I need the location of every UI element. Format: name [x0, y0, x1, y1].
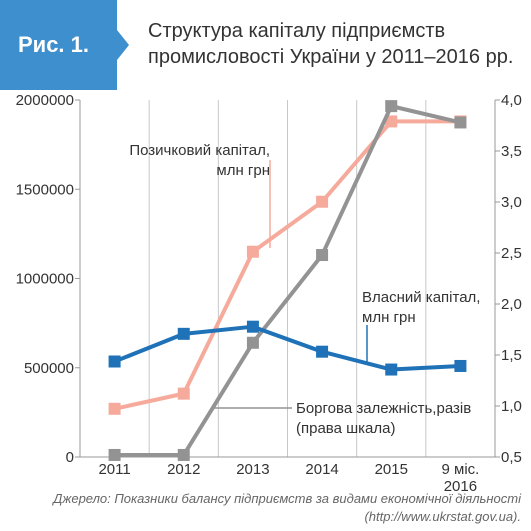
x-axis-category-label: 2011 — [98, 461, 130, 478]
borrowed-data-point — [385, 115, 398, 128]
x-axis-category-label: 2016 — [444, 478, 477, 495]
right-axis-tick-label: 2,5 — [501, 245, 522, 262]
equity-data-point — [454, 359, 467, 372]
right-axis-tick-label: 3,5 — [501, 143, 522, 160]
left-axis-tick-label: 1000000 — [16, 271, 74, 288]
figure-badge-notch — [117, 30, 129, 60]
x-axis-category-label: 2013 — [236, 461, 269, 478]
equity-data-point — [177, 327, 190, 340]
left-axis-tick-label: 500000 — [24, 360, 74, 377]
equity-series-label: млн грн — [362, 309, 416, 326]
borrowed-series-label: Позичковий капітал, — [129, 142, 270, 159]
debt_ratio-data-point — [316, 249, 329, 262]
equity-series-label: Власний капітал, — [362, 289, 480, 306]
borrowed-data-point — [108, 402, 121, 415]
source-line-1: Джерело: Показники балансу підприємств з… — [53, 491, 521, 506]
left-axis-tick-label: 1500000 — [16, 181, 74, 198]
borrowed-data-point — [316, 195, 329, 208]
debt_ratio-data-point — [385, 100, 398, 113]
source-note: Джерело: Показники балансу підприємств з… — [1, 490, 521, 526]
right-axis-tick-label: 0,5 — [501, 449, 522, 466]
right-axis-tick-label: 1,5 — [501, 347, 522, 364]
equity-series-line — [113, 324, 461, 372]
debt_ratio-series-label: Боргова залежність,разів — [296, 400, 471, 417]
figure-label: Рис. 1. — [18, 32, 90, 57]
equity-data-point — [246, 320, 259, 333]
figure-title: Структура капіталу підприємств промислов… — [148, 18, 523, 70]
left-axis-tick-label: 2000000 — [16, 92, 74, 109]
equity-data-point — [316, 345, 329, 358]
right-axis-tick-label: 1,0 — [501, 398, 522, 415]
x-axis-category-label: 9 міс. — [442, 461, 480, 478]
x-axis-category-label: 2014 — [305, 461, 338, 478]
figure-title-line-1: Структура капіталу підприємств — [148, 20, 446, 42]
right-axis-tick-label: 4,0 — [501, 92, 522, 109]
debt_ratio-series-line — [114, 104, 461, 457]
debt_ratio-series-label: (права шкала) — [296, 420, 395, 437]
x-axis-category-label: 2015 — [375, 461, 408, 478]
source-line-2: (http://www.ukrstat.gov.ua). — [364, 509, 521, 524]
equity-data-point — [108, 355, 121, 368]
figure-title-line-2: промисловості України у 2011–2016 рр. — [148, 46, 514, 68]
debt_ratio-data-point — [108, 448, 121, 461]
borrowed-data-point — [246, 245, 259, 258]
borrowed-series-label: млн грн — [216, 162, 270, 179]
x-axis-category-label: 2012 — [167, 461, 200, 478]
debt_ratio-data-point — [177, 448, 190, 461]
debt_ratio-data-point — [246, 336, 259, 349]
borrowed-data-point — [177, 387, 190, 400]
equity-data-point — [385, 363, 398, 376]
right-axis-tick-label: 2,0 — [501, 296, 522, 313]
left-axis-tick-label: 0 — [66, 449, 74, 466]
figure-badge — [0, 0, 117, 90]
borrowed-series-line — [114, 119, 461, 411]
debt_ratio-data-point — [454, 116, 467, 129]
right-axis-tick-label: 3,0 — [501, 194, 522, 211]
